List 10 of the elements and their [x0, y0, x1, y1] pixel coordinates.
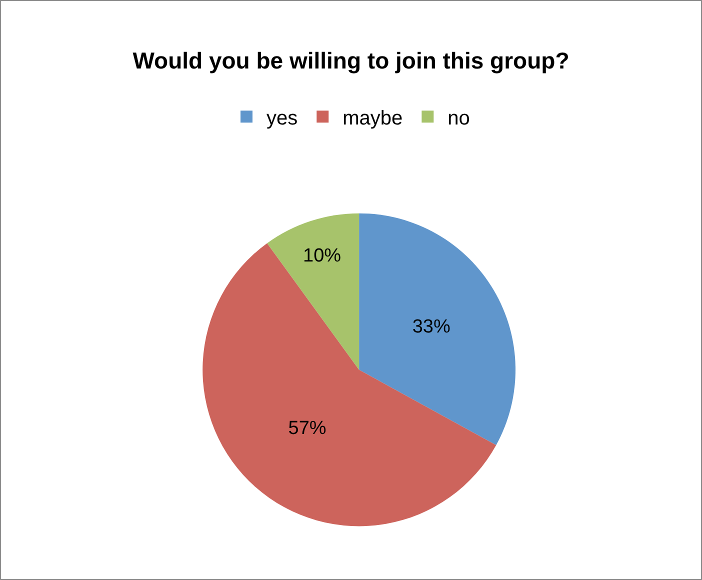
pie-slice: [267, 213, 360, 370]
data-label: 33%: [412, 316, 450, 338]
legend-label: yes: [266, 107, 298, 130]
data-label: 10%: [303, 246, 342, 267]
legend-label: no: [448, 107, 470, 130]
pie-slice: [202, 243, 496, 526]
chart-title: Would you be willing to join this group?: [132, 48, 570, 74]
pie-slice: [359, 213, 516, 446]
legend-label: maybe: [342, 107, 403, 130]
data-label: 57%: [288, 418, 326, 439]
